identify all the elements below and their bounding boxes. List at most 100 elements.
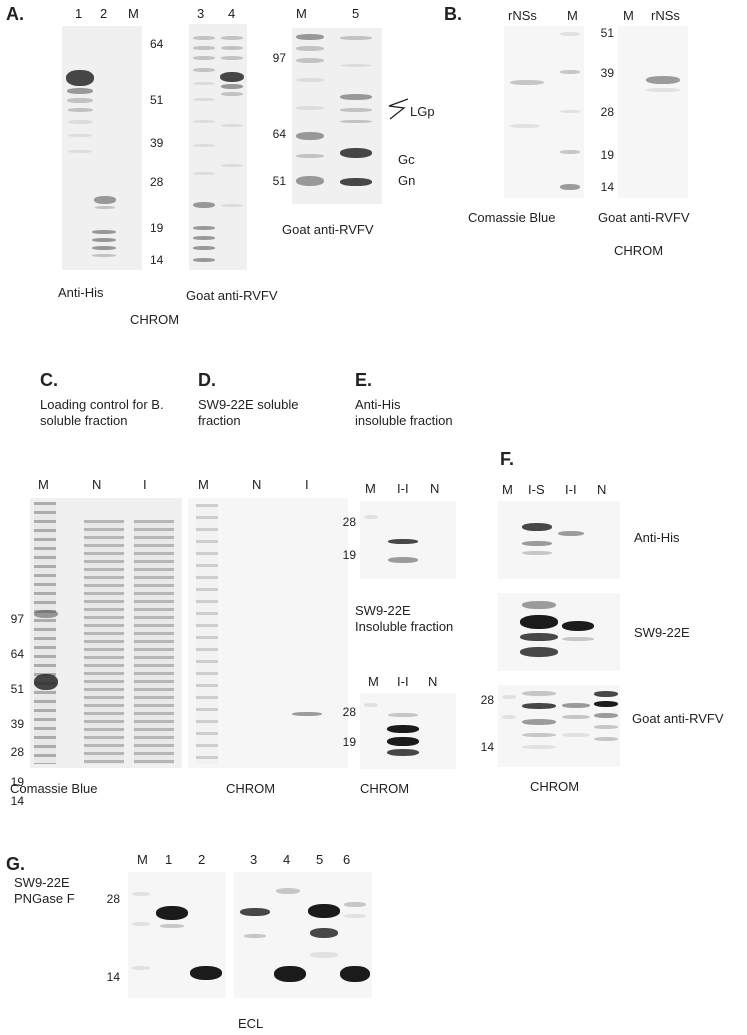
band-label-gc: Gc bbox=[398, 152, 415, 167]
lane-number: 6 bbox=[343, 852, 351, 867]
blot-caption: Anti-His bbox=[58, 285, 104, 300]
blot-g-left bbox=[128, 872, 226, 998]
lane-label: M bbox=[38, 477, 49, 492]
size-marker: 14 bbox=[10, 794, 24, 808]
band-label-lgp: LGp bbox=[410, 104, 435, 119]
row-label: Goat anti-RVFV bbox=[632, 711, 724, 726]
lane-label: M bbox=[567, 8, 578, 23]
lane-label: I-I bbox=[565, 482, 577, 497]
lane-number: M bbox=[296, 6, 307, 21]
blot-f-sw9-22e bbox=[498, 593, 620, 671]
row-label: SW9-22E bbox=[634, 625, 690, 640]
size-marker: 19 bbox=[342, 735, 356, 749]
lane-label: I-S bbox=[528, 482, 545, 497]
lane-number: 5 bbox=[352, 6, 360, 21]
lane-label: rNSs bbox=[508, 8, 537, 23]
panel-caption: CHROM bbox=[614, 243, 664, 258]
blot-f-anti-his bbox=[498, 501, 620, 579]
lane-label: I bbox=[305, 477, 309, 492]
lane-number: 4 bbox=[283, 852, 291, 867]
lane-label: M bbox=[502, 482, 513, 497]
blot-anti-his-insoluble bbox=[360, 501, 456, 579]
size-marker: 28 bbox=[342, 515, 356, 529]
lane-label: M bbox=[365, 481, 376, 496]
lane-label: N bbox=[430, 481, 440, 496]
blot-caption: ECL bbox=[238, 1016, 264, 1031]
panel-title: Anti-His insoluble fraction bbox=[355, 397, 453, 428]
size-marker: 97 bbox=[272, 51, 286, 65]
blot-goat-anti-rvfv-b bbox=[618, 26, 688, 198]
panel-subtitle: SW9-22E Insoluble fraction bbox=[355, 603, 454, 634]
blot-caption: Goat anti-RVFV bbox=[598, 210, 690, 225]
blot-g-right bbox=[234, 872, 372, 998]
size-marker: 14 bbox=[106, 970, 120, 984]
panel-letter: B. bbox=[444, 4, 462, 24]
size-marker: 28 bbox=[600, 105, 614, 119]
blot-caption: Comassie Blue bbox=[468, 210, 556, 225]
band-label-gn: Gn bbox=[398, 173, 416, 188]
size-marker: 39 bbox=[10, 717, 24, 731]
lane-label: M bbox=[368, 674, 379, 689]
bracket-arrow-icon bbox=[388, 98, 409, 120]
lane-label: N bbox=[597, 482, 607, 497]
size-marker: 64 bbox=[10, 647, 24, 661]
panel-title: SW9-22E soluble fraction bbox=[198, 397, 299, 428]
lane-number: M bbox=[128, 6, 139, 21]
lane-label: M bbox=[623, 8, 634, 23]
size-marker: 39 bbox=[150, 136, 164, 150]
blot-caption: Comassie Blue bbox=[10, 781, 98, 796]
size-marker: 51 bbox=[600, 26, 614, 40]
lane-label: rNSs bbox=[651, 8, 680, 23]
blot-comassie-b bbox=[504, 26, 584, 198]
size-marker: 14 bbox=[150, 253, 164, 267]
blot-caption: Goat anti-RVFV bbox=[282, 222, 374, 237]
panel-letter: C. bbox=[40, 370, 58, 390]
lane-number: 5 bbox=[316, 852, 324, 867]
lane-number: 1 bbox=[75, 6, 83, 21]
blot-comassie-c bbox=[30, 498, 182, 768]
size-marker: 51 bbox=[150, 93, 164, 107]
size-marker: 28 bbox=[480, 693, 494, 707]
lane-label: N bbox=[252, 477, 262, 492]
size-marker: 64 bbox=[272, 127, 286, 141]
side-label: SW9-22E PNGase F bbox=[14, 875, 75, 906]
lane-number: M bbox=[137, 852, 148, 867]
lane-number: 3 bbox=[197, 6, 205, 21]
panel-letter: D. bbox=[198, 370, 216, 390]
blot-caption: CHROM bbox=[530, 779, 580, 794]
size-marker: 14 bbox=[480, 740, 494, 754]
size-marker: 28 bbox=[342, 705, 356, 719]
lane-label: N bbox=[92, 477, 102, 492]
lane-number: 1 bbox=[165, 852, 173, 867]
size-marker: 28 bbox=[150, 175, 164, 189]
size-marker: 39 bbox=[600, 66, 614, 80]
lane-number: 2 bbox=[198, 852, 206, 867]
panel-letter: G. bbox=[6, 854, 26, 874]
blot-caption: CHROM bbox=[226, 781, 276, 796]
size-marker: 97 bbox=[10, 612, 24, 626]
lane-label: I-I bbox=[397, 674, 409, 689]
panel-letter: F. bbox=[500, 449, 515, 469]
size-marker: 14 bbox=[600, 180, 614, 194]
blot-goat-anti-rvfv-a bbox=[189, 24, 247, 270]
panel-caption: CHROM bbox=[130, 312, 180, 327]
lane-label: I bbox=[143, 477, 147, 492]
blot-sw9-22e-insoluble bbox=[360, 693, 456, 769]
size-marker: 19 bbox=[10, 775, 24, 789]
blot-goat-anti-rvfv-b bbox=[292, 28, 382, 204]
size-marker: 19 bbox=[342, 548, 356, 562]
lane-number: 2 bbox=[100, 6, 108, 21]
size-marker: 28 bbox=[10, 745, 24, 759]
blot-caption: CHROM bbox=[360, 781, 410, 796]
panel-letter: A. bbox=[6, 4, 24, 24]
blot-sw9-22e-soluble bbox=[188, 498, 348, 768]
lane-number: 3 bbox=[250, 852, 258, 867]
lane-label: I-I bbox=[397, 481, 409, 496]
size-marker: 51 bbox=[10, 682, 24, 696]
lane-number: 4 bbox=[228, 6, 236, 21]
lane-label: M bbox=[198, 477, 209, 492]
blot-f-goat-anti-rvfv bbox=[498, 685, 620, 767]
size-marker: 64 bbox=[150, 37, 164, 51]
size-marker: 19 bbox=[150, 221, 164, 235]
size-marker: 19 bbox=[600, 148, 614, 162]
